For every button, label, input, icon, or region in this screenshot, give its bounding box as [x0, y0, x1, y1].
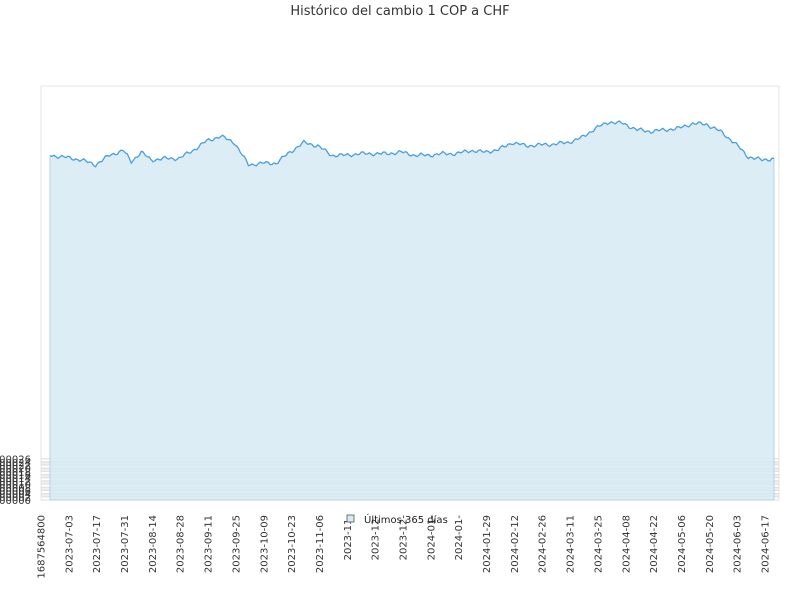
x-tick-label: 2024-02-26 — [538, 515, 549, 573]
series-layer — [49, 120, 775, 501]
x-tick-label: 2023-07-17 — [92, 515, 103, 573]
y-tick-label: 0.000016 — [0, 471, 31, 482]
x-tick-label: 2024-03-11 — [566, 515, 577, 573]
x-tick-label: 2023-10-23 — [287, 515, 298, 573]
x-tick-label: 2023-12- — [399, 515, 410, 561]
x-tick-label: 2023-12- — [371, 515, 382, 561]
x-tick-label: 2024-04-08 — [621, 515, 632, 573]
x-tick-label: 2024-01- — [426, 515, 437, 561]
x-tick-label: 2024-01- — [454, 515, 465, 561]
x-tick-label: 2023-11-06 — [315, 515, 326, 573]
y-tick-label: 0.000004 — [0, 490, 31, 501]
x-tick-label: 2024-01-29 — [482, 515, 493, 573]
chart-title: Histórico del cambio 1 COP a CHF — [290, 4, 509, 19]
x-tick-label: 2024-02-12 — [510, 515, 521, 573]
y-tick-label: 0.000014 — [0, 474, 31, 485]
x-tick-label: 2024-05-06 — [677, 515, 688, 573]
legend-swatch — [346, 514, 355, 523]
x-tick-label: 2023-07-03 — [64, 515, 75, 573]
legend-label: Últimos 365 días — [364, 513, 448, 526]
y-tick-label: 0.000026 — [0, 455, 31, 466]
x-tick-label: 2023-07-31 — [120, 515, 131, 573]
x-tick-label: 2024-05-20 — [705, 515, 716, 573]
series-area — [49, 120, 775, 501]
x-tick-label: 2023-08-28 — [176, 515, 187, 573]
x-tick-label: 2023-11- — [343, 515, 354, 561]
series-line — [49, 120, 775, 168]
x-tick-label: 2023-10-09 — [259, 515, 270, 573]
x-tick-label: 2024-06-17 — [761, 515, 772, 573]
x-tick-label: 2023-08-14 — [148, 515, 159, 573]
x-tick-label: 2024-04-22 — [649, 515, 660, 573]
x-tick-label: 2024-03-25 — [593, 515, 604, 573]
x-tick-label: 2023-09-25 — [231, 515, 242, 573]
y-tick-label: 0.000024 — [0, 458, 31, 469]
y-tick-label: 0.000006 — [0, 486, 31, 497]
y-tick-label: 0.000010 — [0, 480, 31, 491]
x-tick-label: 2023-09-11 — [204, 515, 215, 573]
legend: Últimos 365 días — [346, 513, 448, 526]
y-tick-label: 0.000018 — [0, 467, 31, 478]
x-tick-labels: 1687564800 2023-07-03 2023-07-17 2023-07-31… — [37, 515, 772, 579]
y-tick-labels: 0.0000000.0000020.0000040.0000060.000008… — [0, 455, 31, 507]
y-tick-label: 0.000008 — [0, 483, 31, 494]
x-tick-label: 2024-06-03 — [733, 515, 744, 573]
x-tick-label: 1687564800 — [37, 515, 48, 579]
